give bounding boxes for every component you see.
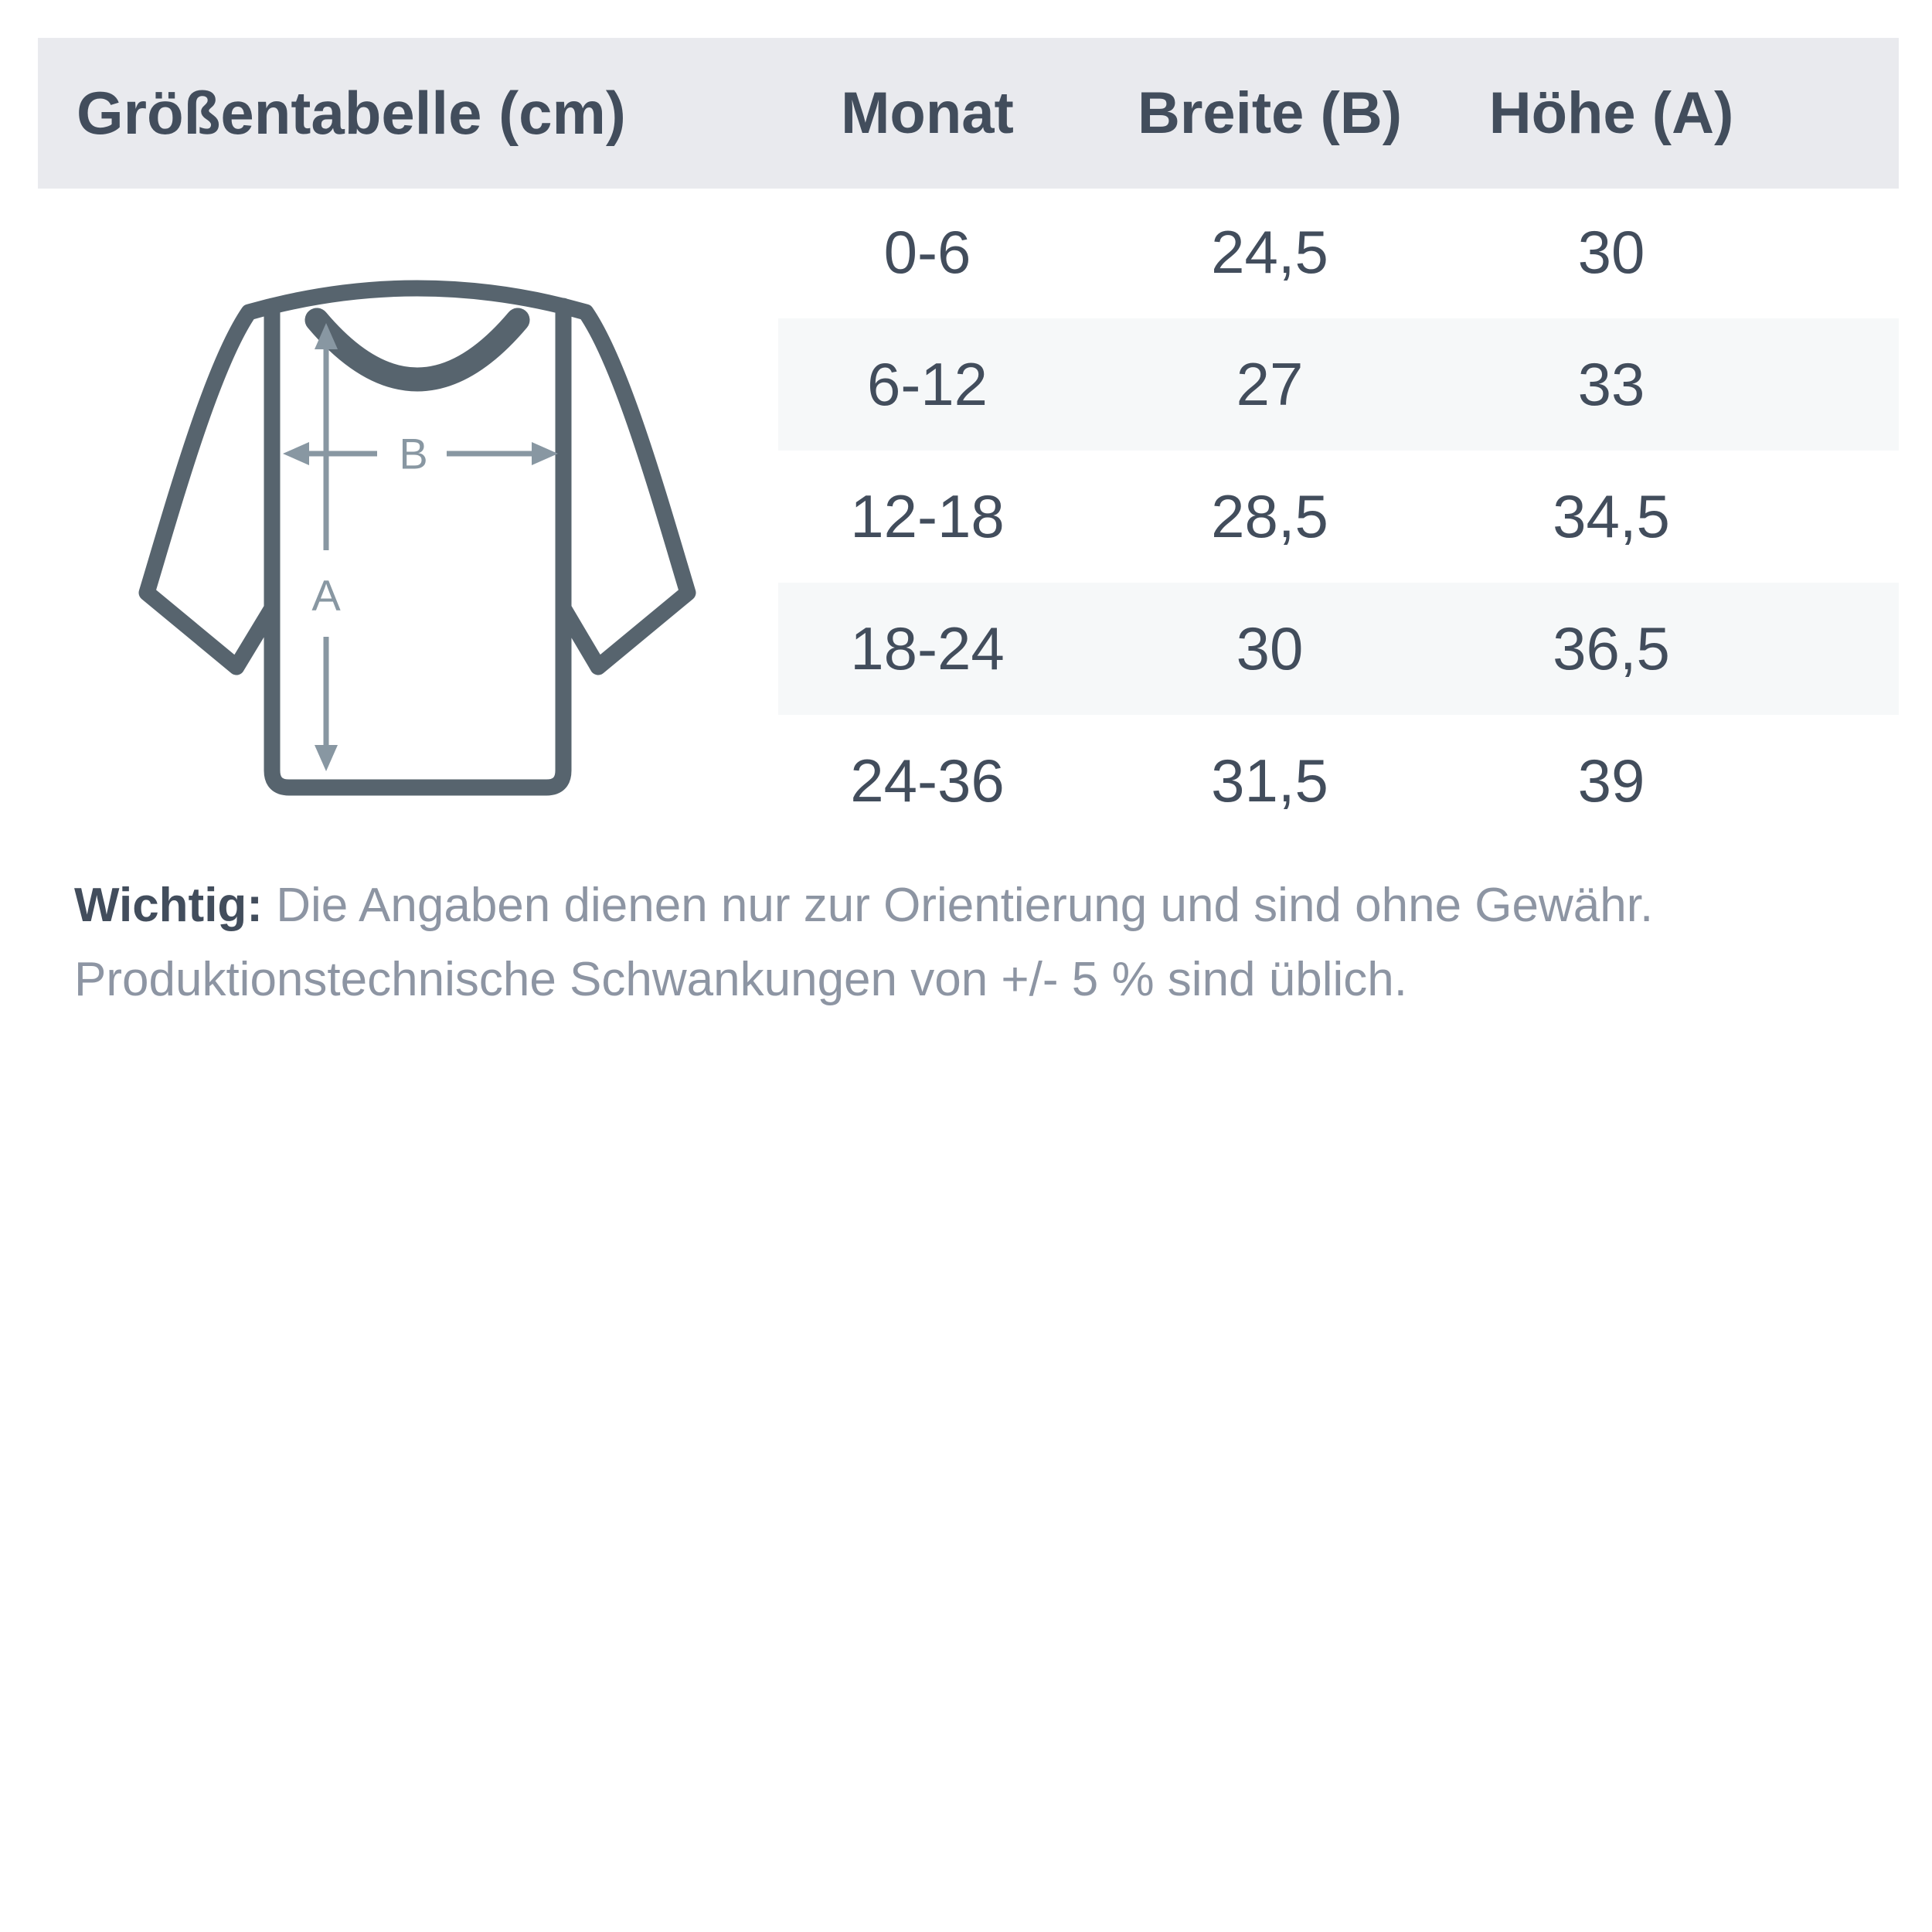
table-cell-hoehe: 34,5 bbox=[1553, 482, 1670, 550]
arrow-right-icon bbox=[532, 442, 558, 465]
column-header-hoehe: Höhe (A) bbox=[1488, 80, 1734, 146]
arrow-left-icon bbox=[283, 442, 309, 465]
table-cell-monat: 0-6 bbox=[883, 218, 971, 286]
table-cell-breite: 24,5 bbox=[1211, 218, 1328, 286]
row-stripe bbox=[778, 583, 1899, 715]
arrow-down-icon bbox=[315, 745, 338, 771]
size-chart-title: Größentabelle (cm) bbox=[77, 79, 626, 147]
table-cell-breite: 27 bbox=[1236, 350, 1304, 418]
height-label: A bbox=[311, 571, 341, 620]
row-stripe bbox=[778, 318, 1899, 451]
table-cell-breite: 28,5 bbox=[1211, 482, 1328, 550]
table-cell-hoehe: 30 bbox=[1577, 218, 1645, 286]
table-cell-hoehe: 33 bbox=[1577, 350, 1645, 418]
table-cell-hoehe: 36,5 bbox=[1553, 614, 1670, 682]
column-header-monat: Monat bbox=[841, 80, 1014, 146]
table-cell-breite: 31,5 bbox=[1211, 747, 1328, 815]
height-arrow: A bbox=[311, 323, 341, 771]
table-cell-monat: 6-12 bbox=[866, 350, 988, 418]
table-cell-hoehe: 39 bbox=[1577, 747, 1645, 815]
table-header-band bbox=[38, 38, 1899, 189]
column-header-breite: Breite (B) bbox=[1137, 80, 1403, 146]
width-label: B bbox=[399, 430, 427, 478]
width-arrow: B bbox=[283, 430, 558, 478]
arrow-up-icon bbox=[315, 323, 338, 349]
table-cell-monat: 12-18 bbox=[850, 482, 1005, 550]
disclaimer-prefix: Wichtig: bbox=[74, 879, 263, 932]
disclaimer-line2: Produktionstechnische Schwankungen von +… bbox=[74, 953, 1407, 1006]
table-cell-breite: 30 bbox=[1236, 614, 1304, 682]
disclaimer-text: Wichtig: Die Angaben dienen nur zur Orie… bbox=[74, 869, 1883, 1017]
disclaimer-line1: Die Angaben dienen nur zur Orientierung … bbox=[276, 879, 1654, 932]
tshirt-icon: A B bbox=[138, 280, 696, 796]
tshirt-measurement-diagram: A B bbox=[131, 275, 703, 816]
tshirt-outline-path bbox=[138, 280, 696, 796]
table-cell-monat: 24-36 bbox=[850, 747, 1005, 815]
table-cell-monat: 18-24 bbox=[850, 614, 1005, 682]
tshirt-collar-path bbox=[304, 308, 530, 392]
